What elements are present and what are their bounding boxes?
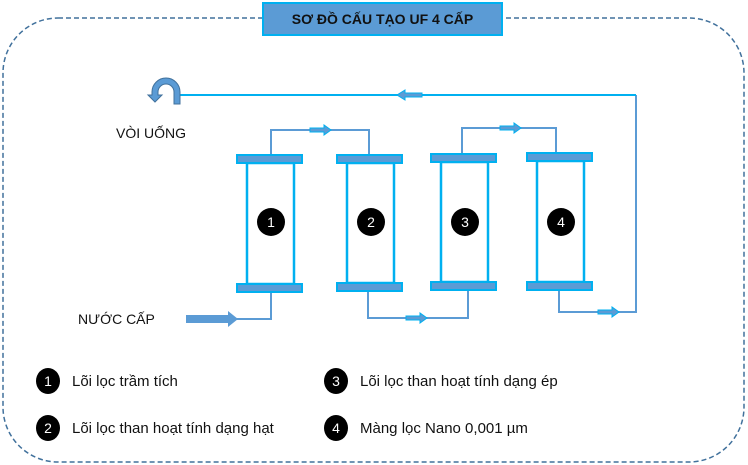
- outlet-label: VÒI UỐNG: [116, 125, 187, 141]
- pipe-3-4: [461, 127, 557, 154]
- flow-arrow-icon: [396, 89, 423, 101]
- legend-item-4: 4 Màng lọc Nano 0,001 µm: [324, 415, 528, 441]
- legend-item-3: 3 Lõi lọc than hoạt tính dạng ép: [324, 368, 558, 394]
- filter-3-bottom-cap: [430, 281, 497, 291]
- diagram-title: SƠ ĐỒ CẤU TẠO UF 4 CẤP: [262, 2, 503, 36]
- filter-2-number: 2: [367, 214, 375, 230]
- filter-1-top-cap: [236, 154, 303, 164]
- filter-4-top-cap: [526, 152, 593, 162]
- filter-4-badge: [547, 208, 575, 236]
- legend-text: Màng lọc Nano 0,001 µm: [360, 419, 528, 437]
- filter-3-badge: [451, 208, 479, 236]
- badge-4: 4: [324, 415, 348, 441]
- filter-1-number: 1: [267, 214, 275, 230]
- inlet-label: NƯỚC CẤP: [78, 311, 155, 327]
- pipe-1-2: [270, 129, 370, 155]
- flow-arrow-icon: [499, 122, 522, 134]
- pipe-2-3: [367, 290, 469, 319]
- legend-item-2: 2 Lõi lọc than hoạt tính dạng hạt: [36, 415, 274, 441]
- legend-text: Lõi lọc trầm tích: [72, 372, 178, 390]
- badge-2: 2: [36, 415, 60, 441]
- filter-4-bottom-cap: [526, 281, 593, 291]
- legend-text: Lõi lọc than hoạt tính dạng hạt: [72, 419, 274, 437]
- badge-3: 3: [324, 368, 348, 394]
- filter-2-top-cap: [336, 154, 403, 164]
- pipe-inlet: [236, 292, 272, 320]
- filter-3-number: 3: [461, 214, 469, 230]
- filter-2-badge: [357, 208, 385, 236]
- filter-4-number: 4: [557, 214, 565, 230]
- badge-1: 1: [36, 368, 60, 394]
- legend-item-1: 1 Lõi lọc trầm tích: [36, 368, 178, 394]
- legend-text: Lõi lọc than hoạt tính dạng ép: [360, 372, 558, 390]
- flow-arrow-icon: [597, 306, 620, 318]
- filter-1-bottom-cap: [236, 283, 303, 293]
- filter-2-bottom-cap: [336, 282, 403, 292]
- flow-arrow-icon: [405, 312, 428, 324]
- inlet-arrow-icon: [186, 311, 238, 327]
- filter-1-badge: [257, 208, 285, 236]
- filter-3-top-cap: [430, 153, 497, 163]
- flow-arrow-icon: [309, 124, 332, 136]
- u-turn-arrow-icon: [146, 77, 181, 105]
